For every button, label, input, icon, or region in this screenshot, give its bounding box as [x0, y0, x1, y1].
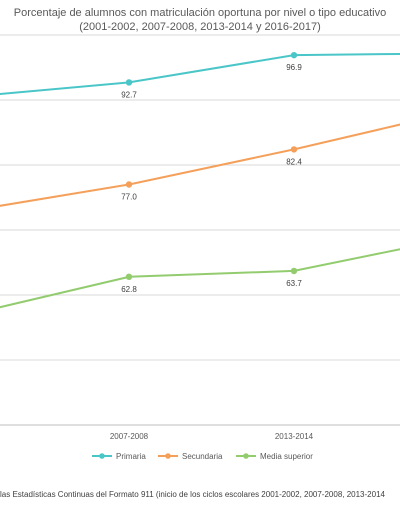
legend: Primaria Secundaria Media superior [92, 452, 313, 461]
x-tick-label: 2013-2014 [275, 432, 314, 441]
legend-item: Media superior [236, 452, 313, 461]
series-secundaria: 77.0 82.4 [0, 123, 400, 207]
series-line [0, 123, 400, 207]
legend-item: Primaria [92, 452, 146, 461]
series-line [0, 52, 400, 95]
x-axis: 2007-2008 2013-2014 [0, 424, 400, 441]
data-label: 92.7 [121, 90, 137, 99]
source-note: las Estadísticas Continuas del Formato 9… [0, 490, 386, 499]
data-point [125, 273, 133, 280]
data-point [290, 51, 298, 59]
data-point [125, 79, 133, 86]
data-label: 62.8 [121, 285, 137, 294]
chart-title-line2: (2001-2002, 2007-2008, 2013-2014 y 2016-… [79, 21, 321, 33]
data-label: 82.4 [286, 157, 302, 166]
gridlines [0, 34, 400, 361]
series-media-superior: 62.8 63.7 [0, 248, 400, 309]
legend-label: Primaria [116, 452, 146, 461]
chart-title-line1: Porcentaje de alumnos con matriculación … [14, 7, 386, 19]
data-point [290, 146, 298, 153]
legend-label: Secundaria [182, 452, 223, 461]
x-tick-label: 2007-2008 [110, 432, 149, 441]
legend-item: Secundaria [158, 452, 223, 461]
data-point [290, 267, 298, 275]
legend-swatch-marker [99, 453, 105, 459]
data-label: 96.9 [286, 63, 302, 72]
legend-swatch-marker [165, 453, 171, 459]
legend-swatch-marker [243, 453, 249, 459]
series-line [0, 248, 400, 309]
series-layer: 92.7 96.9 77.0 82.4 62.8 63.7 [0, 51, 400, 309]
data-point [125, 181, 133, 188]
legend-label: Media superior [260, 452, 313, 461]
series-primaria: 92.7 96.9 [0, 51, 400, 99]
data-label: 77.0 [121, 193, 137, 202]
data-label: 63.7 [286, 279, 302, 288]
